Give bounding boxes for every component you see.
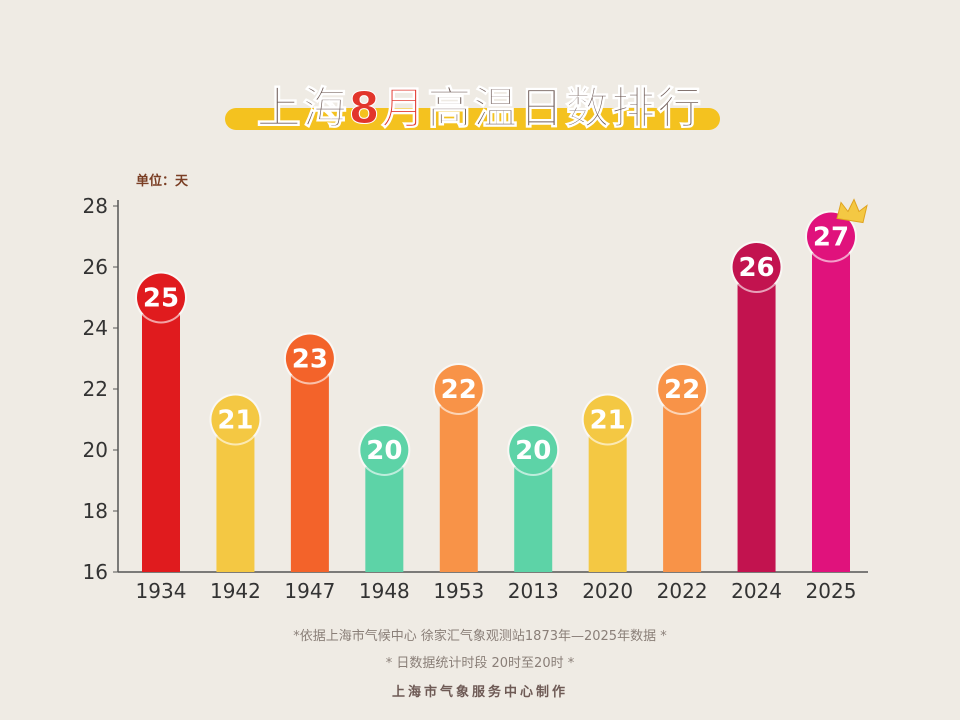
data-label: 21 [217,406,253,436]
x-tick-label: 1948 [359,579,410,603]
data-label: 27 [813,223,849,253]
bar-1934 [142,314,180,572]
title-highlight: 8月 [348,83,428,135]
source-note: *依据上海市气候中心 徐家汇气象观测站1873年—2025年数据 * [293,629,667,644]
bar-1947 [290,375,329,572]
label-bubble [434,365,483,413]
y-tick-label: 24 [83,316,108,340]
data-label: 22 [664,375,700,405]
label-bubble [285,334,334,383]
label-bubble [360,426,409,474]
credit: 上海市气象服务中心制作 [391,685,568,700]
title-prefix: 上海 [256,83,349,135]
crown-icon [836,198,868,224]
data-label: 20 [515,436,551,466]
unit-label: 单位：天 [136,174,189,189]
label-bubble [807,212,855,261]
label-bubble [137,273,185,322]
x-tick-label: 2020 [582,579,633,603]
y-tick-label: 26 [83,255,108,279]
y-tick-label: 28 [83,194,108,218]
data-label: 25 [143,284,179,314]
data-label: 22 [441,375,477,405]
label-bubble [583,395,632,444]
x-tick-label: 1953 [433,579,484,603]
bar-2020 [588,436,627,572]
label-bubble [658,365,707,413]
x-tick-label: 1934 [136,579,187,603]
x-tick-label: 2024 [731,579,782,603]
bar-1942 [216,436,255,572]
bar-2025 [812,253,850,573]
x-tick-label: 2013 [508,579,559,603]
x-tick-label: 1947 [284,579,335,603]
y-tick-label: 18 [83,499,108,523]
data-label: 21 [590,406,626,436]
label-bubble [211,395,260,444]
bar-1948 [365,466,404,572]
y-tick-label: 16 [83,560,108,584]
label-bubble [509,426,558,474]
x-tick-label: 1942 [210,579,261,603]
title-suffix: 高温日数排行 [427,83,704,135]
period-note: * 日数据统计时段 20时至20时 * [385,656,575,671]
bar-2022 [663,405,702,572]
bar-2013 [514,466,553,572]
label-bubble [732,243,781,291]
data-label: 23 [292,345,328,375]
bar-2024 [737,283,776,572]
title-underline [225,108,720,130]
x-tick-label: 2022 [657,579,708,603]
data-label: 20 [366,436,402,466]
y-tick-label: 20 [83,438,108,462]
x-tick-label: 2025 [806,579,857,603]
bar-1953 [439,405,478,572]
data-label: 26 [738,253,774,283]
chart-title: 上海8月高温日数排行 [0,72,960,136]
y-tick-label: 22 [83,377,108,401]
